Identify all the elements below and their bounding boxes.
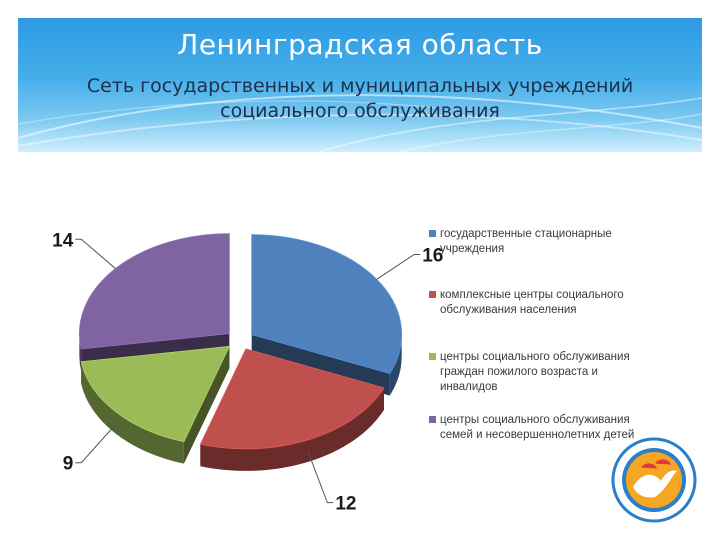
legend-swatch-1 (429, 230, 436, 237)
pie-slice-wall-1 (389, 334, 402, 396)
pie-slice-wall-3 (81, 361, 184, 464)
data-label-2: 12 (335, 494, 356, 515)
organization-logo (611, 437, 697, 523)
data-label-leader-1 (376, 253, 421, 280)
legend-item-4: центры социального обслуживания семей и … (429, 413, 640, 443)
legend-label-1: государственные стационарные учреждения (440, 228, 612, 255)
pie-slice-4 (79, 233, 230, 350)
legend-label-2: комплексные центры социального обслужива… (440, 289, 624, 316)
data-label-3: 9 (63, 454, 74, 475)
pie-slice-3 (80, 345, 231, 443)
page-subtitle: Сеть государственных и муниципальных учр… (86, 75, 634, 122)
data-label-leader-3 (75, 424, 116, 464)
legend-item-3: центры социального обслуживания граждан … (429, 350, 640, 395)
header-banner (18, 18, 702, 152)
pie-slice-2 (199, 348, 385, 450)
pie-slice-1 (251, 234, 403, 375)
data-label-leader-4 (75, 238, 116, 269)
data-label-leader-2 (308, 452, 334, 504)
legend-swatch-3 (429, 353, 436, 360)
pie-slice-wall-2 (200, 387, 384, 471)
legend-swatch-2 (429, 291, 436, 298)
legend-label-3: центры социального обслуживания граждан … (440, 351, 630, 393)
data-label-4: 14 (52, 230, 74, 251)
page-title: Ленинградская область (177, 28, 543, 61)
legend-label-4: центры социального обслуживания семей и … (440, 414, 635, 441)
pie-slice-edge-3-1 (183, 346, 230, 464)
legend-item-1: государственные стационарные учреждения (429, 227, 640, 257)
legend-item-2: комплексные центры социального обслужива… (429, 288, 640, 318)
legend-swatch-4 (429, 416, 436, 423)
data-label-1: 16 (422, 245, 443, 266)
header-wave-decoration (18, 94, 702, 152)
